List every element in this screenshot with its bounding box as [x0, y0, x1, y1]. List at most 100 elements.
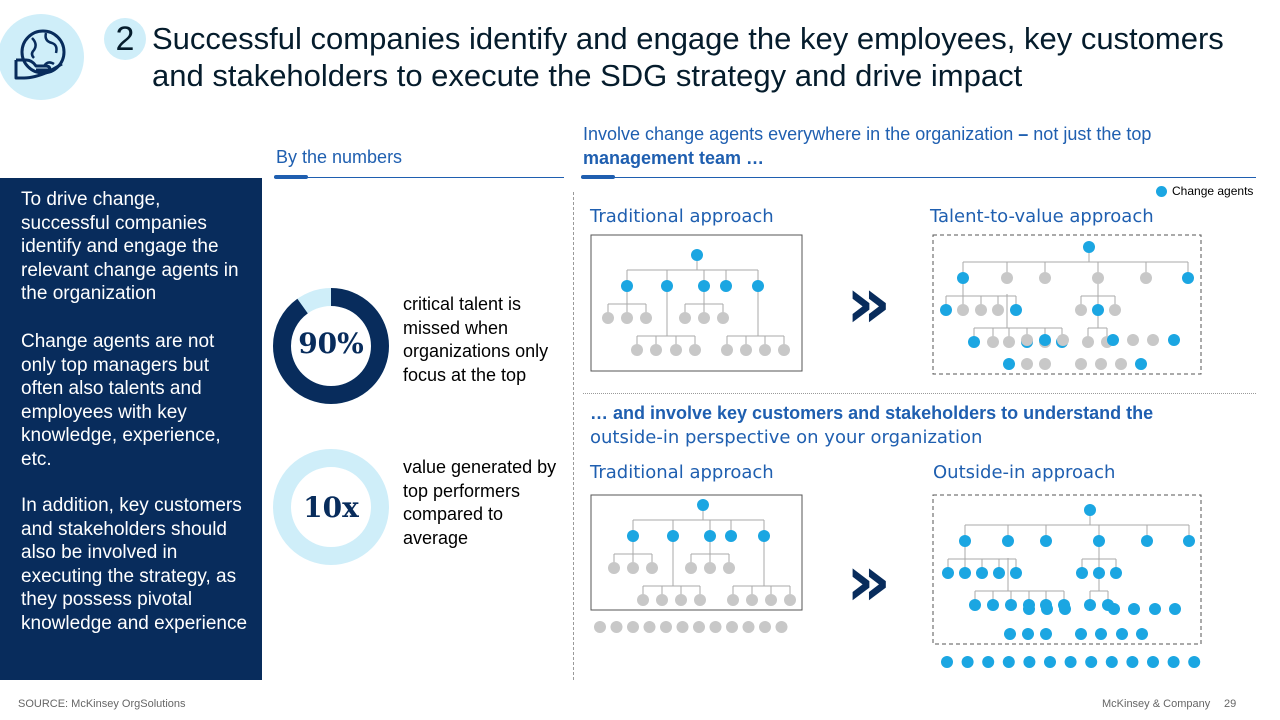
traditional-org-frame-1	[590, 234, 803, 372]
change-agent-node	[1188, 656, 1201, 668]
employee-node	[656, 594, 668, 606]
change-agent-node	[957, 272, 969, 284]
change-agent-node	[1004, 628, 1016, 640]
change-agent-node	[993, 567, 1005, 579]
employee-node	[746, 594, 758, 606]
employee-node	[1082, 336, 1094, 348]
change-agent-node	[1092, 304, 1104, 316]
stat-value-90: 90%	[298, 327, 364, 360]
source-note: SOURCE: McKinsey OrgSolutions	[18, 698, 186, 710]
change-agent-node	[959, 567, 971, 579]
employee-node	[676, 621, 689, 633]
summary-paragraph-3: In addition, key customers and stakehold…	[21, 495, 248, 634]
employee-node	[675, 594, 687, 606]
change-agent-node	[982, 656, 995, 668]
agents-heading: Involve change agents everywhere in the …	[583, 124, 1152, 168]
employee-node	[1127, 334, 1139, 346]
employee-node	[1075, 304, 1087, 316]
left-summary-panel: To drive change, successful companies id…	[0, 178, 262, 680]
agents-rule	[581, 177, 1256, 178]
change-agent-node	[1128, 603, 1140, 615]
employee-node	[992, 304, 1004, 316]
employee-node	[775, 621, 788, 633]
employee-node	[957, 304, 969, 316]
change-agent-node	[1022, 628, 1034, 640]
employee-node	[723, 562, 735, 574]
employee-node	[740, 344, 752, 356]
page-title: Successful companies identify and engage…	[152, 21, 1224, 93]
change-agent-node	[1083, 241, 1095, 253]
agents-rule-accent	[581, 175, 615, 179]
employee-node	[627, 621, 639, 633]
change-agent-node	[1084, 599, 1096, 611]
change-agent-node	[1064, 656, 1077, 668]
change-agent-node	[1084, 504, 1096, 516]
employee-node	[646, 562, 658, 574]
employee-node	[784, 594, 796, 606]
legend-dot	[1156, 186, 1167, 197]
change-agent-node	[1023, 656, 1036, 668]
employee-node	[637, 594, 649, 606]
ring-10x-chart	[273, 449, 389, 565]
change-agent-node	[697, 499, 709, 511]
employee-node	[1021, 334, 1033, 346]
employee-node	[594, 621, 606, 633]
change-agent-node	[941, 656, 953, 668]
employee-node	[759, 621, 771, 633]
employee-node	[1147, 334, 1159, 346]
change-agent-node	[752, 280, 764, 292]
change-agent-node	[1141, 535, 1153, 547]
change-agent-node	[976, 567, 988, 579]
change-agent-node	[1010, 567, 1022, 579]
summary-paragraph-1: To drive change, successful companies id…	[21, 189, 239, 304]
change-agent-node	[987, 599, 999, 611]
change-agent-node	[1044, 656, 1056, 668]
change-agent-node	[1136, 628, 1148, 640]
employee-node	[650, 344, 662, 356]
employee-node	[1075, 358, 1087, 370]
change-agent-node	[1116, 628, 1128, 640]
change-agent-node	[959, 535, 971, 547]
change-agent-node	[1105, 656, 1118, 668]
change-agent-node	[667, 530, 679, 542]
employee-node	[670, 344, 682, 356]
employee-node	[608, 562, 620, 574]
change-agent-node	[1002, 656, 1015, 668]
change-agent-node	[1010, 304, 1022, 316]
change-agent-node	[969, 599, 981, 611]
employee-node	[610, 621, 623, 633]
change-agent-node	[1040, 535, 1052, 547]
change-agent-node	[968, 336, 980, 348]
change-agent-node	[1169, 603, 1181, 615]
employee-node	[765, 594, 777, 606]
employee-node	[1021, 358, 1033, 370]
employee-node	[1039, 358, 1051, 370]
summary-paragraph-2: Change agents are not only top managers …	[21, 331, 221, 470]
brand-name: McKinsey & Company	[1102, 698, 1211, 710]
stat-text-10x: value generated by top performers compar…	[403, 457, 557, 548]
section-number-badge: 2	[104, 18, 146, 60]
vertical-divider	[573, 192, 574, 680]
change-agent-node	[720, 280, 732, 292]
numbers-rule-accent	[274, 175, 308, 179]
employee-node	[640, 312, 652, 324]
change-agent-node	[1126, 656, 1139, 668]
employee-node	[1092, 272, 1104, 284]
change-agent-node	[1168, 334, 1180, 346]
employee-node	[627, 562, 639, 574]
change-agent-node	[758, 530, 770, 542]
employee-node	[1115, 358, 1127, 370]
change-agent-node	[1147, 656, 1159, 668]
employee-node	[709, 621, 722, 633]
employee-node	[602, 312, 614, 324]
change-agent-node	[1005, 599, 1017, 611]
talent-to-value-org-frame	[932, 234, 1202, 375]
stat-value-10x: 10x	[303, 491, 359, 524]
employee-node	[1003, 336, 1015, 348]
change-agent-node	[1039, 334, 1051, 346]
legend-label: Change agents	[1172, 184, 1254, 198]
change-agent-node	[1183, 535, 1195, 547]
talent-to-value-title: Talent-to-value approach	[930, 206, 1154, 227]
change-agent-node	[621, 280, 633, 292]
